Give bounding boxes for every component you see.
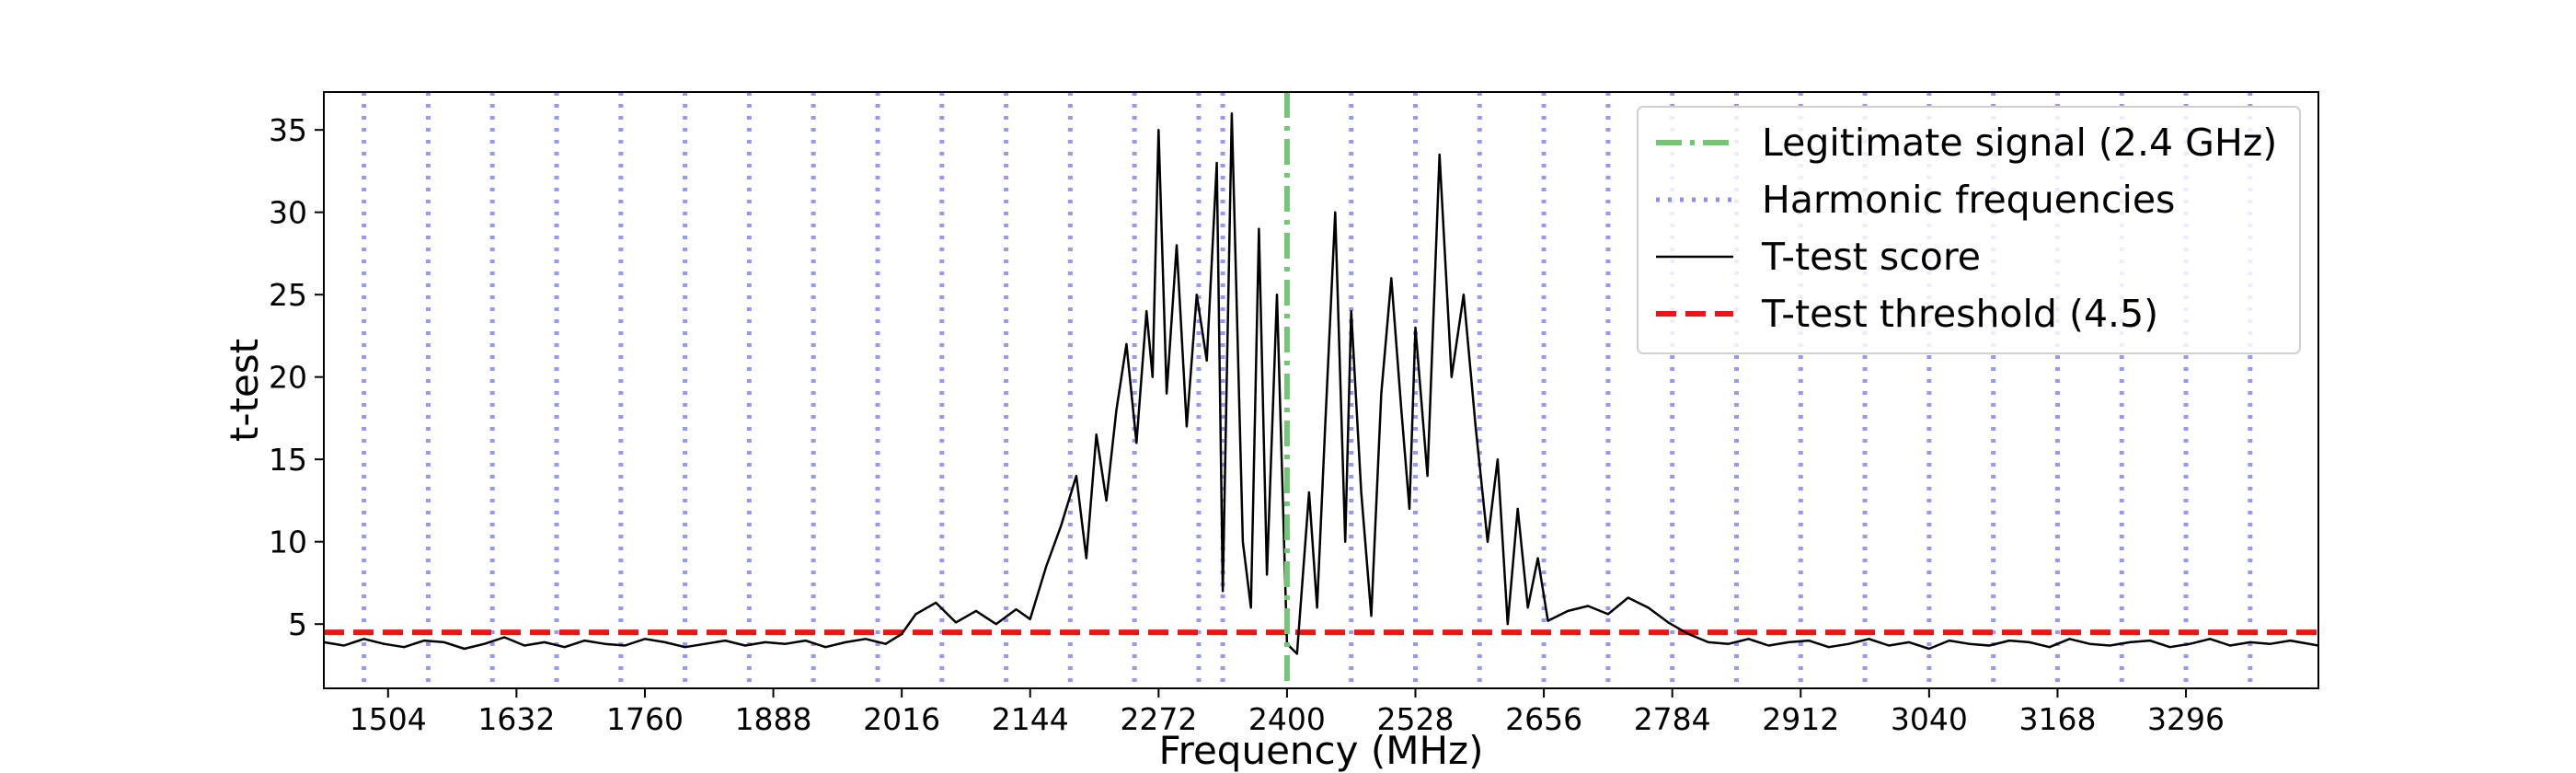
y-tick-label: 15: [269, 442, 307, 478]
y-tick-label: 5: [288, 606, 307, 642]
x-tick-label: 1760: [606, 701, 684, 737]
y-tick-label: 10: [269, 525, 307, 560]
legend-label: Legitimate signal (2.4 GHz): [1762, 121, 2277, 165]
x-tick-label: 2784: [1634, 701, 1711, 737]
y-tick-label: 25: [269, 277, 307, 313]
legend-label: T-test threshold (4.5): [1761, 292, 2158, 336]
x-tick-label: 2400: [1248, 701, 1326, 737]
y-tick-label: 35: [269, 112, 307, 148]
y-axis-title: t-test: [222, 339, 267, 442]
legend-box: [1637, 106, 2301, 354]
x-tick-label: 2528: [1377, 701, 1455, 737]
x-tick-label: 2656: [1505, 701, 1582, 737]
legend-label: T-test score: [1761, 235, 1981, 279]
y-tick-label: 30: [269, 195, 307, 231]
x-axis: 1504 1632 1760 1888 2016 2144 2272 2400 2528 2656…: [350, 688, 2225, 737]
y-axis: 5 10 15 20 25 30 35: [269, 112, 324, 642]
x-tick-label: 2144: [992, 701, 1069, 737]
x-tick-label: 2272: [1120, 701, 1197, 737]
x-tick-label: 3296: [2147, 701, 2225, 737]
x-tick-label: 1504: [350, 701, 427, 737]
x-tick-label: 1632: [477, 701, 555, 737]
x-tick-label: 2016: [863, 701, 940, 737]
legend-label: Harmonic frequencies: [1762, 178, 2175, 222]
series-group: [323, 112, 2319, 655]
x-tick-label: 3040: [1891, 701, 1968, 737]
y-tick-label: 20: [269, 360, 307, 396]
x-tick-label: 1888: [735, 701, 812, 737]
x-axis-title: Frequency (MHz): [1159, 728, 1484, 773]
plot-frame: [323, 91, 2319, 689]
legend: Legitimate signal (2.4 GHz) Harmonic freq…: [1637, 106, 2301, 354]
series-line: [323, 112, 2319, 655]
x-tick-label: 3168: [2018, 701, 2096, 737]
x-tick-label: 2912: [1762, 701, 1839, 737]
